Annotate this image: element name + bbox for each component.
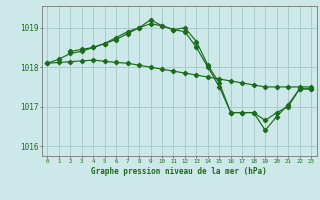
X-axis label: Graphe pression niveau de la mer (hPa): Graphe pression niveau de la mer (hPa): [91, 167, 267, 176]
